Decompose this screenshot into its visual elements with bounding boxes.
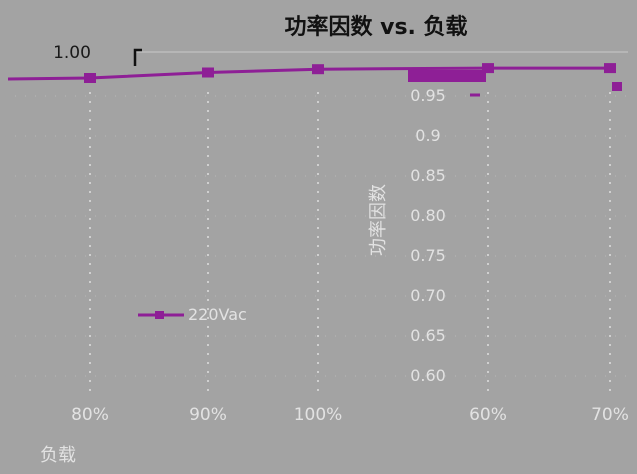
series-point bbox=[604, 63, 616, 74]
series-point-secondary bbox=[612, 82, 622, 91]
y-tick-label: 0.60 bbox=[410, 366, 446, 385]
legend-label: 220Vac bbox=[188, 305, 247, 324]
top-value-label: 1.00 bbox=[53, 43, 91, 63]
y-tick-label: 0.95 bbox=[410, 86, 446, 105]
x-tick-label: 90% bbox=[189, 405, 227, 425]
plot-corner-mark bbox=[133, 48, 142, 66]
y-tick-label: 0.80 bbox=[410, 206, 446, 225]
y-tick-labels: 0.95 0.9 0.85 0.80 0.75 0.70 0.65 0.60 bbox=[410, 86, 446, 385]
grid-lines bbox=[15, 48, 630, 392]
x-tick-label: 60% bbox=[469, 405, 507, 425]
y-tick-label: 0.75 bbox=[410, 246, 446, 265]
series-point bbox=[312, 64, 324, 75]
series-point bbox=[482, 63, 494, 74]
series-overlap-band bbox=[408, 70, 486, 82]
x-tick-labels: 80% 90% 100% 60% 70% bbox=[71, 405, 629, 425]
x-axis-label: 负载 bbox=[40, 445, 76, 466]
y-tick-label: 0.65 bbox=[410, 326, 446, 345]
series-point bbox=[84, 73, 96, 83]
chart-title: 功率因数 vs. 负载 bbox=[284, 14, 467, 40]
series-lines bbox=[7, 63, 622, 97]
legend: 220Vac bbox=[138, 305, 247, 324]
x-tick-label: 80% bbox=[71, 405, 109, 425]
series-point bbox=[202, 67, 214, 78]
y-axis-label: 功率因数 bbox=[368, 184, 389, 256]
y-tick-label: 0.9 bbox=[415, 126, 440, 145]
y-tick-label: 0.85 bbox=[410, 166, 446, 185]
series-line-220Vac bbox=[7, 66, 610, 81]
y-tick-label: 0.70 bbox=[410, 286, 446, 305]
legend-marker bbox=[155, 311, 164, 319]
x-tick-label: 100% bbox=[294, 405, 343, 425]
x-tick-label: 70% bbox=[591, 405, 629, 425]
